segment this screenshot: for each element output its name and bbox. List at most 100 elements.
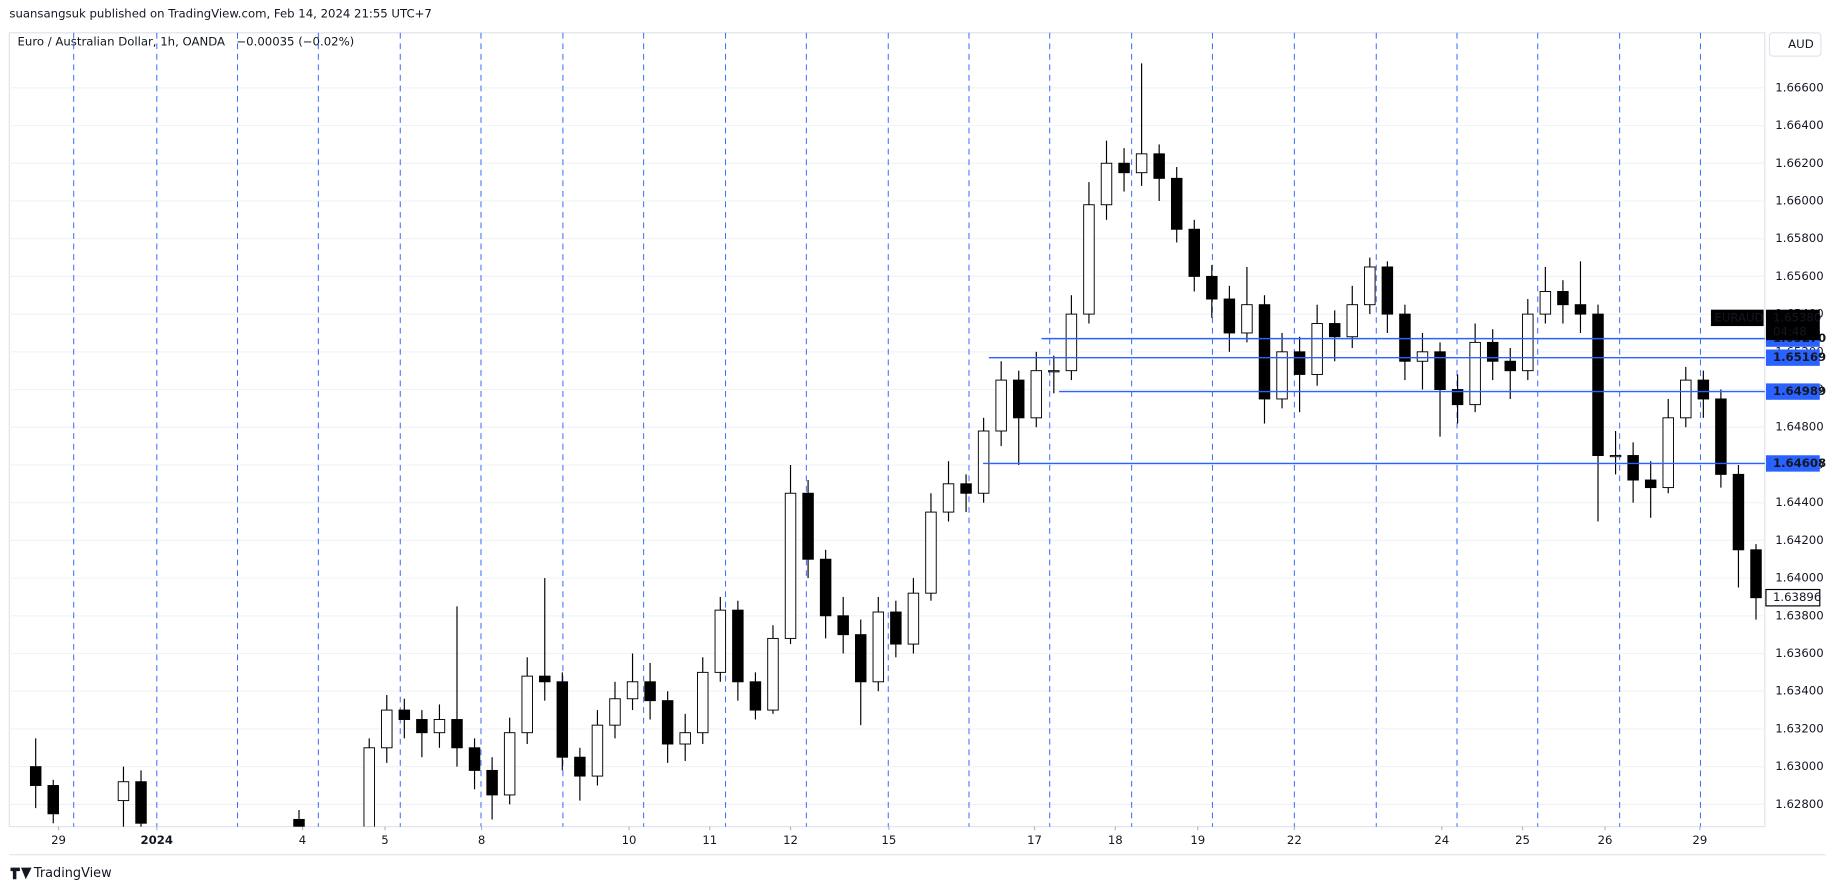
candle-body [1680, 379, 1692, 419]
candle-body [1750, 549, 1762, 599]
candle-body [609, 698, 621, 726]
y-tick-label: 1.65800 [1775, 231, 1823, 245]
candle-body [521, 675, 533, 734]
x-tick-label: 24 [1434, 833, 1449, 847]
candle-body [977, 430, 990, 494]
logo [10, 867, 32, 880]
price-tag-label: 1.64989 [1773, 384, 1826, 398]
y-tick-label: 1.64000 [1775, 571, 1823, 585]
candle-body [556, 681, 569, 758]
price-tag [1765, 349, 1820, 366]
y-tick-label: 1.63600 [1775, 646, 1823, 660]
x-tick-label: 8 [478, 833, 485, 847]
candle-body [1346, 304, 1358, 338]
publisher: suansangsuk published on TradingView.com… [9, 7, 431, 21]
candle-body [767, 637, 779, 711]
last-price-tag [1765, 309, 1820, 341]
candle-body [1065, 313, 1078, 372]
candle-body [1627, 455, 1639, 481]
candle-body [1486, 341, 1499, 362]
x-tick-label: 5 [381, 833, 388, 847]
candle-body [1715, 398, 1727, 475]
y-tick-label: 1.62800 [1775, 797, 1823, 811]
candle-body [1012, 379, 1025, 419]
countdown: 04:48 [1773, 324, 1807, 338]
candle-body [714, 609, 727, 673]
candle-body [1662, 417, 1674, 489]
y-tick-label: 1.64200 [1775, 533, 1823, 547]
candle-body [1557, 291, 1569, 306]
x-tick-label: 25 [1515, 833, 1530, 847]
candle-body [819, 558, 832, 617]
candle-body [1135, 153, 1148, 174]
candle-body [732, 609, 744, 683]
candle-body [398, 709, 411, 720]
y-tick-label: 1.66000 [1775, 193, 1823, 207]
candle-body [1293, 351, 1306, 375]
candle-body [486, 769, 498, 796]
candle-body [1609, 455, 1622, 458]
candle-body [784, 492, 797, 639]
candle-body [661, 700, 674, 745]
candle-body [872, 611, 885, 683]
candle-body [1276, 351, 1288, 400]
candle-body [135, 781, 147, 824]
y-tick-label: 1.63000 [1775, 759, 1823, 773]
candle-body [749, 681, 762, 711]
candle-body [1083, 204, 1095, 315]
currency-label: AUD [1788, 37, 1814, 51]
candle-body [802, 492, 814, 560]
candle-body [626, 681, 639, 700]
candle-body [468, 747, 481, 771]
x-tick-label: 2024 [141, 833, 174, 847]
candle-body [925, 511, 937, 594]
candle-body [679, 732, 691, 745]
candle-body [503, 732, 516, 796]
candle-body [29, 766, 42, 786]
candle-body [1241, 304, 1253, 334]
price-tag-label: 1.64608 [1773, 456, 1826, 470]
y-tick-label: 1.66400 [1775, 118, 1823, 132]
candle-body [574, 756, 586, 777]
grid: 1.62800 1.63000 1.63200 1.63400 1.63600 1.638… [9, 32, 1824, 847]
x-tick-label: 12 [783, 833, 798, 847]
x-tick-label: 29 [1692, 833, 1707, 847]
candle-body [591, 724, 604, 777]
candle-body [644, 681, 656, 702]
candle-body [1223, 298, 1236, 334]
price-tag [1765, 455, 1820, 472]
symbol-tag [1710, 309, 1764, 327]
candle-body [1364, 266, 1376, 306]
x-tick-label: 26 [1598, 833, 1613, 847]
candle-body [1030, 370, 1043, 419]
candle-body [697, 671, 709, 734]
price-tag [1765, 383, 1820, 400]
x-tick-label: 29 [51, 833, 66, 847]
candle-body [890, 611, 902, 645]
plot-frame [8, 32, 1766, 828]
close-tag-label: 1.63896 [1773, 590, 1821, 604]
close-tag [1765, 588, 1821, 607]
candle-body [837, 615, 849, 636]
candle-body [1434, 351, 1446, 390]
candle-body [1504, 360, 1516, 372]
currency-button[interactable] [1768, 32, 1822, 57]
x-tick-label: 10 [622, 833, 637, 847]
y-tick-label: 1.63200 [1775, 721, 1823, 735]
candle-body [1381, 266, 1394, 315]
last-price-label: 1.65380 [1773, 310, 1821, 324]
candle-body [1206, 275, 1218, 300]
x-tick-label: 22 [1287, 833, 1302, 847]
candle-body [995, 379, 1007, 432]
candles [29, 63, 1762, 827]
candle-body [1311, 323, 1323, 375]
candle-body [47, 785, 59, 815]
candle-body [855, 634, 867, 683]
y-tick-label: 1.64800 [1775, 420, 1823, 434]
candle-body [960, 483, 972, 494]
candle-body [942, 483, 955, 513]
price-tag-label: 1.65169 [1773, 350, 1826, 364]
candle-body [416, 719, 428, 734]
candle-body [1522, 313, 1534, 372]
